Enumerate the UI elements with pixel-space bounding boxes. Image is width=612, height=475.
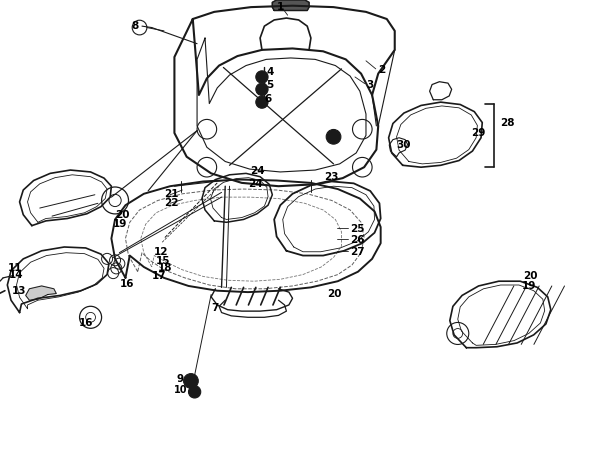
Text: 17: 17 xyxy=(152,270,166,281)
Circle shape xyxy=(256,83,268,95)
Polygon shape xyxy=(272,0,309,10)
Text: 8: 8 xyxy=(132,21,139,31)
Text: 25: 25 xyxy=(350,224,365,234)
Text: 3: 3 xyxy=(366,79,373,90)
Text: 26: 26 xyxy=(350,235,365,246)
Circle shape xyxy=(184,374,198,388)
Text: 2: 2 xyxy=(378,65,386,76)
Text: 5: 5 xyxy=(266,80,274,91)
Text: 28: 28 xyxy=(501,118,515,129)
Text: 14: 14 xyxy=(9,269,24,280)
Text: 27: 27 xyxy=(350,247,365,257)
Circle shape xyxy=(188,386,201,398)
Text: 12: 12 xyxy=(154,247,169,257)
Text: 24: 24 xyxy=(248,179,263,190)
Text: 16: 16 xyxy=(119,279,134,289)
Text: 21: 21 xyxy=(164,189,179,199)
Text: 18: 18 xyxy=(158,263,173,274)
Text: 11: 11 xyxy=(7,263,22,274)
Text: 6: 6 xyxy=(264,94,272,104)
Text: 24: 24 xyxy=(250,166,264,176)
Polygon shape xyxy=(26,286,56,300)
Text: 30: 30 xyxy=(397,140,411,150)
Text: 10: 10 xyxy=(174,385,188,396)
Text: 7: 7 xyxy=(212,303,219,313)
Circle shape xyxy=(326,130,341,144)
Text: 20: 20 xyxy=(327,288,342,299)
Text: 4: 4 xyxy=(266,67,274,77)
Text: 13: 13 xyxy=(12,285,27,296)
Text: 29: 29 xyxy=(471,128,485,138)
Circle shape xyxy=(256,96,268,108)
Text: 15: 15 xyxy=(156,256,171,266)
Text: 20: 20 xyxy=(115,209,130,220)
Text: 19: 19 xyxy=(521,281,536,291)
Text: 23: 23 xyxy=(324,171,339,182)
Text: 16: 16 xyxy=(78,318,93,328)
Text: 20: 20 xyxy=(523,271,538,282)
Circle shape xyxy=(256,71,268,83)
Text: 19: 19 xyxy=(113,219,127,229)
Text: 1: 1 xyxy=(277,2,284,12)
Text: 22: 22 xyxy=(164,198,179,209)
Text: 9: 9 xyxy=(176,374,184,384)
